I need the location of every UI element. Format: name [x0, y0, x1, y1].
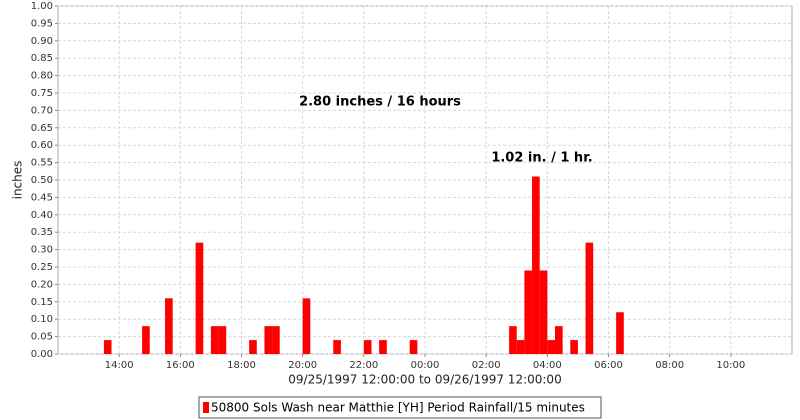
y-tick-label: 0.05	[31, 332, 53, 343]
bar	[554, 326, 563, 354]
x-tick-label: 22:00	[349, 360, 378, 371]
y-tick-label: 0.65	[31, 123, 53, 134]
legend-label: 50800 Sols Wash near Matthie [YH] Period…	[211, 401, 585, 415]
bar	[218, 326, 227, 354]
y-tick-label: 0.10	[31, 314, 53, 325]
y-tick-label: 0.40	[31, 210, 53, 221]
y-tick-label: 0.75	[31, 88, 53, 99]
y-tick-label: 0.90	[31, 36, 53, 47]
x-tick-label: 06:00	[594, 360, 623, 371]
bar	[547, 340, 555, 354]
bar	[570, 340, 578, 354]
bar	[249, 340, 257, 354]
y-tick-label: 0.55	[31, 158, 53, 169]
x-axis-label: 09/25/1997 12:00:00 to 09/26/1997 12:00:…	[288, 373, 561, 387]
bar	[516, 340, 525, 354]
bar	[409, 340, 418, 354]
y-tick-label: 0.60	[31, 140, 53, 151]
x-tick-label: 14:00	[105, 360, 134, 371]
bar	[195, 242, 204, 354]
annotation: 2.80 inches / 16 hours	[299, 95, 461, 110]
y-axis-label: inches	[11, 161, 25, 200]
bar	[363, 340, 372, 354]
x-tick-label: 00:00	[411, 360, 440, 371]
bar	[272, 326, 280, 354]
bar	[616, 312, 624, 354]
bar	[379, 340, 387, 354]
bar	[142, 326, 150, 354]
bar	[524, 270, 533, 354]
x-tick-label: 08:00	[655, 360, 684, 371]
bar	[264, 326, 273, 354]
bar	[585, 242, 594, 354]
bar	[103, 340, 112, 354]
x-tick-label: 04:00	[533, 360, 562, 371]
y-tick-label: 0.25	[31, 262, 53, 273]
x-tick-label: 20:00	[288, 360, 317, 371]
y-tick-label: 0.70	[31, 105, 53, 116]
x-tick-label: 16:00	[166, 360, 195, 371]
bar	[539, 270, 548, 354]
y-tick-label: 0.15	[31, 297, 53, 308]
y-tick-label: 0.20	[31, 279, 53, 290]
x-tick-label: 18:00	[227, 360, 256, 371]
y-tick-label: 0.35	[31, 227, 53, 238]
y-tick-label: 0.50	[31, 175, 53, 186]
legend-swatch	[203, 402, 209, 413]
bar	[333, 340, 341, 354]
y-tick-label: 0.80	[31, 71, 53, 82]
x-tick-label: 02:00	[472, 360, 501, 371]
x-tick-label: 10:00	[716, 360, 745, 371]
y-tick-label: 0.00	[31, 349, 53, 360]
bar	[532, 176, 540, 354]
annotation: 1.02 in. / 1 hr.	[491, 151, 592, 166]
bar	[165, 298, 173, 354]
y-tick-label: 0.30	[31, 245, 53, 256]
bar	[302, 298, 311, 354]
legend	[198, 396, 602, 419]
y-tick-label: 0.95	[31, 18, 53, 29]
y-tick-label: 1.00	[31, 1, 53, 12]
y-tick-label: 0.85	[31, 53, 53, 64]
bar	[509, 326, 517, 354]
y-tick-label: 0.45	[31, 192, 53, 203]
bar	[210, 326, 219, 354]
